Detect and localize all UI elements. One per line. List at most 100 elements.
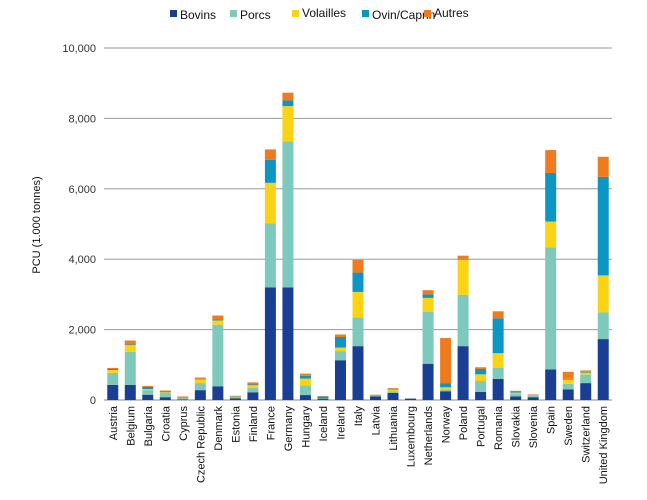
legend-swatch [292, 10, 299, 17]
bar-segment [247, 384, 259, 386]
bar-segment [352, 291, 364, 318]
legend-item: Autres [424, 6, 469, 20]
bar-segment [334, 351, 346, 361]
x-tick-label: Czech Republic [195, 406, 207, 484]
bar-segment [194, 383, 206, 391]
bar-stack [229, 395, 241, 400]
bar-stack [212, 315, 224, 400]
bar-segment [510, 391, 522, 393]
bar-segment [159, 391, 171, 393]
legend-item: Ovin/Caprin [362, 8, 435, 22]
bar-stack [527, 394, 539, 400]
bar-segment [107, 372, 119, 385]
x-tick-label: France [265, 406, 277, 440]
x-tick-label: Germany [283, 406, 295, 452]
bar-segment [387, 389, 399, 392]
legend-item: Porcs [230, 8, 271, 22]
bar-segment [299, 373, 311, 376]
bar-stack [352, 259, 364, 400]
bar-segment [159, 397, 171, 400]
bar-segment [510, 393, 522, 397]
bar-stack [405, 398, 417, 400]
x-tick-label: Croatia [160, 405, 172, 441]
bar-segment [422, 311, 434, 364]
y-axis-title: PCU (1.000 tonnes) [31, 176, 43, 273]
bar-segment [545, 221, 557, 248]
x-tick-label: Slovenia [528, 405, 540, 448]
y-axis-ticks: 0 2,000 4,000 6,000 8,000 10,000 [62, 43, 96, 407]
bar-segment [107, 384, 119, 400]
bar-segment [177, 399, 189, 400]
bar-segment [229, 395, 241, 397]
x-tick-label: Romania [493, 405, 505, 450]
x-tick-label: Norway [441, 406, 453, 444]
x-tick-label: Slovakia [511, 405, 523, 447]
bar-segment [264, 159, 276, 183]
bar-segment [212, 315, 224, 320]
bar-segment [597, 312, 609, 340]
bar-stack [282, 92, 294, 400]
x-tick-label: Lithuania [388, 405, 400, 451]
x-tick-label: Portugal [476, 406, 488, 447]
bar-segment [142, 390, 154, 395]
bar-segment [352, 272, 364, 292]
bar-segment [159, 392, 171, 398]
x-tick-label: Bulgaria [143, 405, 155, 446]
bar-segment [264, 287, 276, 400]
bar-segment [457, 294, 469, 347]
bar-stack [124, 340, 136, 400]
bar-segment [334, 360, 346, 400]
bar-segment [562, 371, 574, 379]
bar-segment [334, 336, 346, 348]
bar-segment [527, 394, 539, 396]
bar-segment [142, 386, 154, 390]
bar-stack [299, 373, 311, 400]
bar-segment [387, 388, 399, 390]
bar-segment [229, 396, 241, 399]
x-tick-label: Switzerland [581, 406, 593, 463]
bar-segment [212, 319, 224, 321]
bar-segment [299, 385, 311, 396]
y-tick-label: 6,000 [68, 184, 96, 196]
bar-segment [597, 275, 609, 313]
bar-segment [440, 387, 452, 390]
x-tick-label: Luxembourg [406, 406, 418, 467]
bar-segment [317, 396, 329, 397]
legend-label: Volailles [302, 6, 346, 20]
bar-segment [212, 386, 224, 400]
bar-segment [580, 371, 592, 373]
bar-segment [492, 318, 504, 354]
bar-segment [317, 398, 329, 400]
bar-stack [264, 149, 276, 400]
bar-segment [510, 392, 522, 394]
bar-segment [264, 182, 276, 224]
bar-segment [492, 367, 504, 379]
bar-segment [492, 378, 504, 400]
bar-segment [264, 149, 276, 160]
bar-stack [334, 334, 346, 400]
bar-segment [317, 396, 329, 399]
y-tick-label: 0 [90, 395, 96, 407]
bar-segment [562, 378, 574, 380]
bar-segment [352, 346, 364, 400]
bar-segment [510, 396, 522, 400]
bar-stack [142, 385, 154, 400]
bar-segment [159, 392, 171, 393]
legend-label: Bovins [180, 8, 216, 22]
bar-stack [194, 377, 206, 400]
bar-segment [422, 290, 434, 295]
bar-segment [492, 311, 504, 319]
bar-segment [440, 389, 452, 392]
bar-segment [177, 396, 189, 397]
bar-segment [597, 339, 609, 400]
bar-segment [545, 150, 557, 173]
y-tick-label: 4,000 [68, 254, 96, 266]
bar-segment [247, 382, 259, 385]
bar-segment [475, 369, 487, 375]
bar-segment [282, 287, 294, 400]
bar-segment [124, 384, 136, 400]
x-tick-label: Estonia [230, 405, 242, 443]
bar-segment [475, 380, 487, 392]
legend-swatch [170, 10, 177, 17]
bar-segment [370, 396, 382, 400]
